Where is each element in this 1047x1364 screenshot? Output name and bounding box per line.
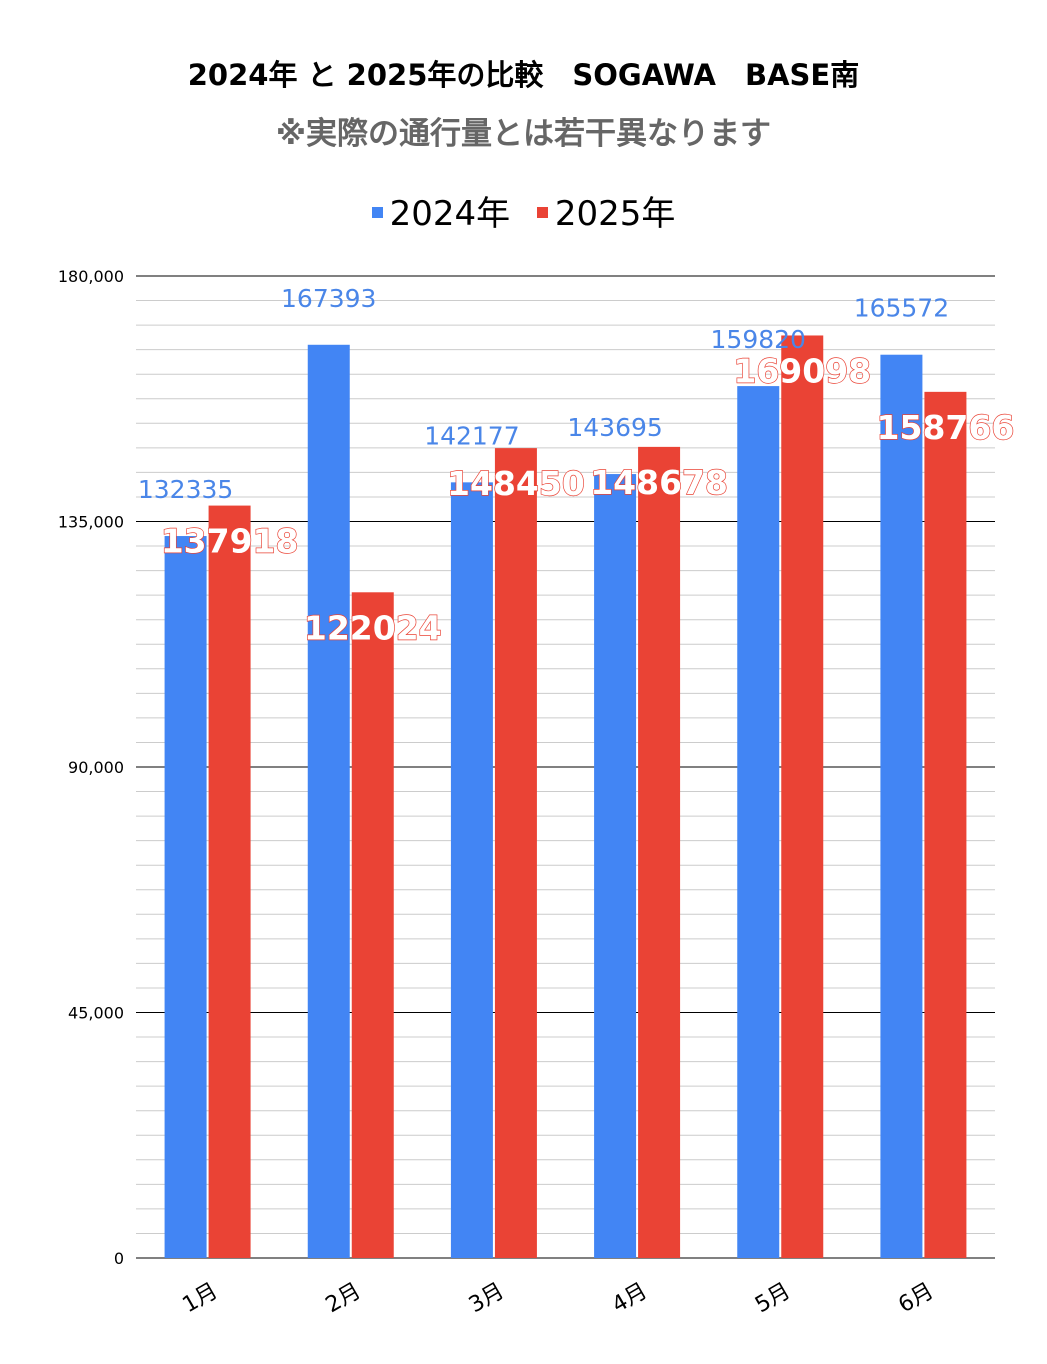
bar-2025: [638, 446, 681, 1258]
data-label-2024: 165572: [854, 294, 949, 323]
legend-label-2025: 2025年: [554, 194, 676, 234]
x-tick-label: 2月: [322, 1279, 366, 1319]
data-label-2025: 137918: [161, 522, 299, 561]
y-tick-label: 180,000: [58, 267, 124, 286]
data-labels: 132335 137918 167393 122024 142177 148450 1436…: [138, 284, 1015, 648]
x-tick-label: 3月: [465, 1279, 509, 1319]
x-tick-label: 1月: [178, 1279, 222, 1319]
data-label-2024: 143695: [567, 413, 662, 442]
legend-swatch-2025: [536, 207, 548, 218]
data-label-2024: 132335: [138, 475, 233, 504]
data-label-2024: 142177: [424, 421, 519, 450]
x-tick-label: 5月: [751, 1279, 795, 1319]
bar-2025: [924, 391, 967, 1258]
data-label-2024: 167393: [281, 284, 376, 313]
major-gridlines: [136, 275, 995, 1259]
data-label-2025: 148450: [447, 464, 585, 503]
y-tick-label: 0: [114, 1249, 124, 1268]
bar-2024: [450, 482, 493, 1259]
bar-2024: [737, 386, 780, 1258]
chart-subtitle: ※実際の通行量とは若干異なります: [275, 116, 772, 152]
bar-2024: [307, 344, 350, 1258]
y-tick-label: 90,000: [68, 758, 124, 777]
y-tick-label: 45,000: [68, 1004, 124, 1023]
y-axis-ticks: 0 45,000 90,000 135,000 180,000: [58, 267, 124, 1268]
bar-2024: [594, 474, 637, 1258]
legend-label-2024: 2024年: [389, 194, 511, 234]
bar-2025: [351, 592, 394, 1258]
bar-2025: [781, 335, 824, 1259]
legend-swatch-2024: [371, 207, 383, 218]
x-tick-label: 4月: [608, 1279, 652, 1319]
chart-title: 2024年 と 2025年の比較 SOGAWA BASE南: [187, 58, 860, 92]
legend-entry-2025: 2025年: [536, 186, 676, 235]
data-label-2025: 148678: [590, 463, 728, 502]
bar-2025: [208, 505, 251, 1258]
legend-entry-2024: 2024年: [371, 186, 511, 235]
bar-2024: [880, 354, 923, 1258]
bar-2024: [164, 536, 207, 1258]
x-tick-label: 6月: [894, 1279, 938, 1319]
data-label-2025: 169098: [733, 351, 871, 390]
bars: [164, 335, 967, 1259]
data-label-2025: 122024: [304, 608, 442, 647]
data-label-2024: 159820: [711, 325, 806, 354]
legend: 2024年 2025年: [0, 186, 1047, 235]
bar-2025: [494, 448, 537, 1258]
data-label-2025: 158766: [877, 408, 1015, 447]
y-tick-label: 135,000: [58, 513, 124, 532]
x-axis-ticks: 1月 2月 3月 4月 5月 6月: [178, 1279, 938, 1319]
